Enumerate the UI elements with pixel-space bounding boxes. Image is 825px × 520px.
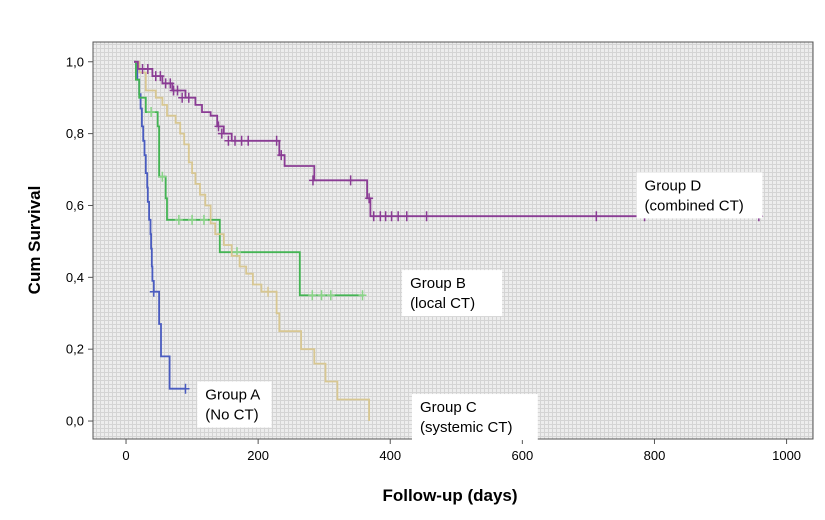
group-b-censored-marker [199, 214, 208, 225]
group-b-censored-marker [147, 107, 156, 118]
group-d-censored-marker [173, 85, 182, 96]
y-tick-label: 1,0 [66, 54, 84, 69]
x-tick-label: 600 [512, 448, 534, 463]
group-c-censored-marker [264, 286, 273, 297]
group-b-label-box [402, 270, 503, 317]
group-d-censored-marker [217, 128, 226, 139]
group-b-label-name: Group B [410, 275, 466, 292]
x-axis-label: Follow-up (days) [382, 486, 517, 505]
group-d-censored-marker [402, 211, 411, 222]
group-d-censored-marker [277, 150, 286, 161]
group-d-censored-marker [244, 135, 253, 146]
x-tick-label: 1000 [772, 448, 801, 463]
group-a-survival-curve [134, 60, 186, 390]
group-d-censored-marker [214, 121, 223, 132]
x-tick-label: 400 [379, 448, 401, 463]
y-tick-label: 0,6 [66, 198, 84, 213]
group-d-censored-marker [184, 92, 193, 103]
group-b-censored-marker [326, 290, 335, 301]
group-d-censored-marker [272, 135, 281, 146]
group-d-censored-marker [308, 175, 317, 186]
group-d-censored-marker [365, 193, 374, 204]
plot-background [92, 41, 814, 440]
y-tick-label: 0,4 [66, 270, 84, 285]
group-d-censored-marker [166, 78, 175, 89]
y-tick-label: 0,8 [66, 126, 84, 141]
group-c-label-name: Group C [420, 399, 477, 416]
group-d-censored-marker [422, 211, 431, 222]
x-tick-label: 800 [644, 448, 666, 463]
group-b-censored-marker [188, 214, 197, 225]
group-b-censored-marker [158, 171, 167, 182]
group-d-censored-marker [156, 71, 165, 82]
group-d-censored-marker [592, 211, 601, 222]
group-a-label-name: Group A [205, 386, 260, 403]
group-d-censored-marker [346, 175, 355, 186]
group-c-label-treatment: (systemic CT) [420, 419, 513, 436]
y-tick-label: 0,0 [66, 414, 84, 429]
group-d-censored-marker [394, 211, 403, 222]
group-c-survival-curve [134, 60, 370, 421]
group-d-censored-marker [143, 63, 152, 74]
group-a-label-treatment: (No CT) [205, 406, 258, 423]
group-a-label-box [197, 381, 272, 428]
group-d-label-box [636, 172, 763, 219]
group-b-censored-marker [358, 290, 367, 301]
group-b-censored-marker [174, 214, 183, 225]
x-tick-label: 0 [122, 448, 129, 463]
group-d-label-name: Group D [645, 177, 702, 194]
y-tick-label: 0,2 [66, 342, 84, 357]
group-a-censored-marker [181, 383, 190, 394]
group-d-label-treatment: (combined CT) [645, 197, 744, 214]
group-b-censored-marker [308, 290, 317, 301]
group-b-label-treatment: (local CT) [410, 295, 475, 312]
group-c-label-box [411, 394, 538, 441]
group-b-censored-marker [317, 290, 326, 301]
x-tick-label: 200 [247, 448, 269, 463]
group-a-censored-marker [149, 286, 158, 297]
y-axis-label: Cum Survival [25, 186, 44, 295]
